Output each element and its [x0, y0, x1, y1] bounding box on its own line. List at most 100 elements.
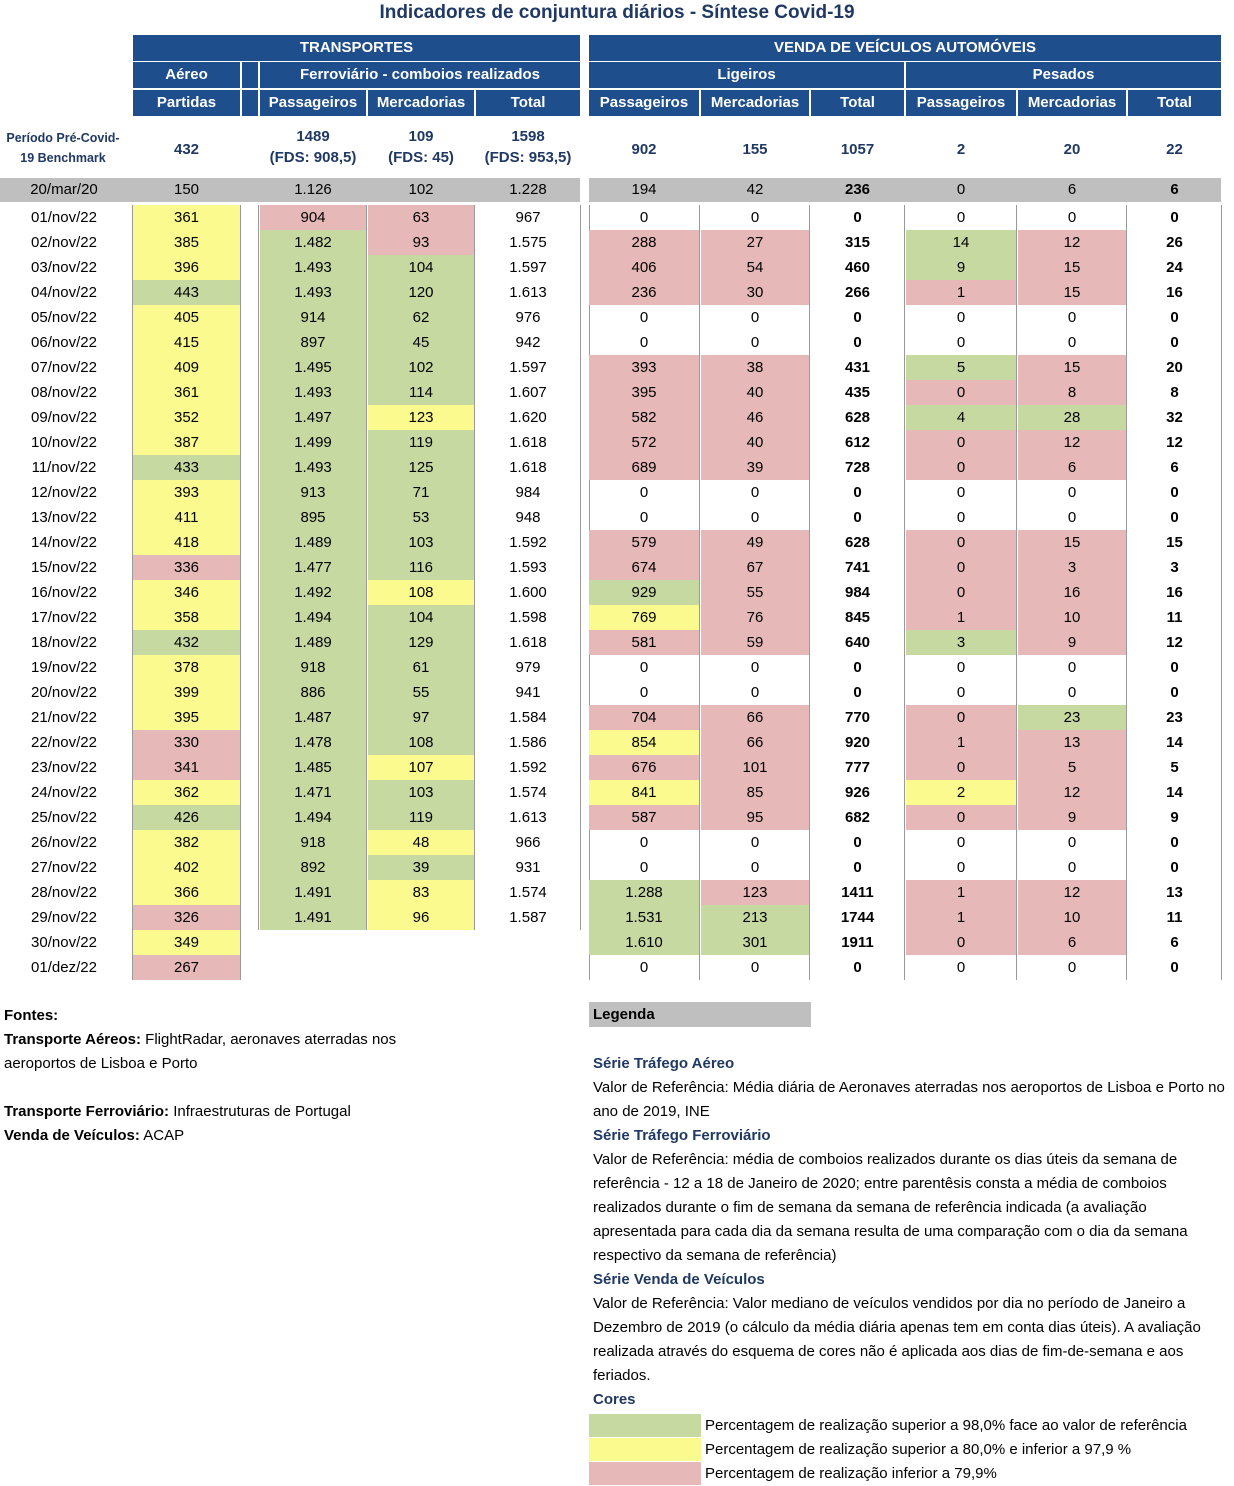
cell-lig-total: 1411	[841, 884, 874, 901]
cell-ferro-mercadorias: 97	[368, 705, 474, 730]
cell-pes-passageiros: 0	[906, 705, 1016, 730]
cell-lig-mercadorias: 101	[701, 755, 809, 780]
row-date: 02/nov/22	[31, 234, 97, 251]
cell-ferro-mercadorias: 93	[368, 230, 474, 255]
sources-block: Fontes: Transporte Aéreos: FlightRadar, …	[4, 1004, 444, 1148]
cell-pes-mercadorias: 16	[1018, 580, 1126, 605]
cell-lig-total: 0	[853, 659, 862, 676]
cell-ferro-mercadorias: 103	[368, 780, 474, 805]
header-pes-mercadorias: Mercadorias	[1018, 90, 1126, 116]
cell-ferro-total: 1.618	[509, 459, 547, 476]
row-date: 13/nov/22	[31, 509, 97, 526]
cell-ferro-total	[476, 955, 580, 980]
cell-pes-passageiros: 0	[956, 334, 966, 351]
cell-ferro-mercadorias: 55	[368, 680, 474, 705]
cell-pes-passageiros: 0	[906, 805, 1016, 830]
cell-ferro-passageiros: 892	[260, 855, 366, 880]
cell-pes-mercadorias: 6	[1018, 455, 1126, 480]
cell-ferro-mercadorias	[368, 930, 474, 955]
row-date: 10/nov/22	[31, 434, 97, 451]
row-date: 19/nov/22	[31, 659, 97, 676]
cell-pes-total: 0	[1170, 959, 1179, 976]
benchmark-value: 2	[956, 141, 966, 158]
cell-pes-total: 20	[1166, 359, 1183, 376]
benchmark-value: 155	[742, 141, 768, 158]
legend-vendas-heading: Série Venda de Veículos	[593, 1271, 765, 1288]
row-date: 18/nov/22	[31, 634, 97, 651]
cell-ferro-total: 1.597	[509, 259, 547, 276]
benchmark-ferro-passageiros: 1489 (FDS: 908,5)	[260, 126, 366, 168]
cell-lig-passageiros: 769	[589, 605, 699, 630]
cell-ferro-passageiros: 1.494	[260, 805, 366, 830]
cell-lig-passageiros: 587	[589, 805, 699, 830]
cell-ferro-passageiros: 886	[260, 680, 366, 705]
cell-pes-mercadorias: 15	[1018, 355, 1126, 380]
cell-pes-mercadorias: 6	[1018, 930, 1126, 955]
cell-pes-passageiros: 4	[906, 405, 1016, 430]
cell-pes-passageiros: 0	[956, 309, 966, 326]
row-date: 23/nov/22	[31, 759, 97, 776]
cell-lig-total: 920	[844, 734, 871, 751]
cell-pes-passageiros: 0	[956, 684, 966, 701]
cell-ferro-mercadorias: 71	[368, 480, 474, 505]
header-pes-passageiros: Passageiros	[906, 90, 1016, 116]
cell-lig-mercadorias: 0	[750, 959, 760, 976]
cell-pes-total: 0	[1170, 209, 1179, 226]
header-ferroviario: Ferroviário - comboios realizados	[260, 62, 580, 88]
cell-pes-passageiros: 1	[906, 905, 1016, 930]
row-date: 21/nov/22	[31, 709, 97, 726]
cell-pes-total: 9	[1170, 809, 1179, 826]
cell-pes-passageiros: 3	[906, 630, 1016, 655]
cell-pes-mercadorias: 10	[1018, 605, 1126, 630]
cell-pes-passageiros: 0	[956, 659, 966, 676]
benchmark-ferro-mercadorias: 109 (FDS: 45)	[368, 126, 474, 168]
legend-aereo-heading: Série Tráfego Aéreo	[593, 1055, 735, 1072]
cell-aereo-partidas: 426	[133, 805, 240, 830]
cell-pes-mercadorias: 0	[1067, 209, 1077, 226]
cell-pes-passageiros: 1	[906, 605, 1016, 630]
cell-ferro-passageiros: 1.494	[260, 605, 366, 630]
row-date: 15/nov/22	[31, 559, 97, 576]
cell-lig-passageiros: 0	[639, 684, 649, 701]
cell-ferro-mercadorias: 125	[368, 455, 474, 480]
reference-ferro-mercadorias: 102	[408, 181, 434, 198]
legend-cores-heading: Cores	[593, 1391, 636, 1408]
cell-ferro-passageiros: 914	[260, 305, 366, 330]
cell-lig-passageiros: 236	[589, 280, 699, 305]
cell-pes-mercadorias: 13	[1018, 730, 1126, 755]
cell-lig-mercadorias: 0	[750, 309, 760, 326]
cell-ferro-passageiros: 897	[260, 330, 366, 355]
cell-ferro-passageiros: 1.485	[260, 755, 366, 780]
column-divider	[240, 205, 241, 980]
cell-lig-passageiros: 0	[639, 859, 649, 876]
cell-lig-total: 0	[853, 959, 862, 976]
header-transportes: TRANSPORTES	[133, 35, 580, 61]
cell-ferro-mercadorias: 108	[368, 730, 474, 755]
cell-lig-mercadorias: 39	[701, 455, 809, 480]
reference-pes-total: 6	[1170, 181, 1179, 198]
page-title: Indicadores de conjuntura diários - Sínt…	[379, 2, 855, 23]
cell-lig-total: 1744	[840, 909, 875, 926]
cell-pes-total: 0	[1170, 509, 1179, 526]
benchmark-value: 902	[631, 141, 657, 158]
cell-pes-mercadorias: 15	[1018, 530, 1126, 555]
cell-lig-total: 1911	[841, 934, 874, 951]
benchmark-fds: (FDS: 908,5)	[269, 149, 357, 166]
cell-ferro-total: 1.600	[509, 584, 547, 601]
cell-pes-total: 16	[1166, 284, 1183, 301]
cell-pes-total: 6	[1170, 459, 1179, 476]
cell-pes-total: 0	[1170, 834, 1179, 851]
column-divider	[132, 205, 133, 980]
cell-lig-mercadorias: 38	[701, 355, 809, 380]
cell-ferro-total	[476, 930, 580, 955]
benchmark-aereo-partidas: 432	[133, 139, 240, 160]
cell-lig-passageiros: 406	[589, 255, 699, 280]
cell-lig-passageiros: 288	[589, 230, 699, 255]
cell-pes-total: 0	[1170, 484, 1179, 501]
cell-pes-passageiros: 5	[906, 355, 1016, 380]
cell-lig-passageiros: 572	[589, 430, 699, 455]
row-date: 09/nov/22	[31, 409, 97, 426]
cell-ferro-passageiros: 895	[260, 505, 366, 530]
cell-lig-total: 984	[844, 584, 871, 601]
legend-block: Série Tráfego Aéreo Valor de Referência:…	[593, 1052, 1229, 1412]
